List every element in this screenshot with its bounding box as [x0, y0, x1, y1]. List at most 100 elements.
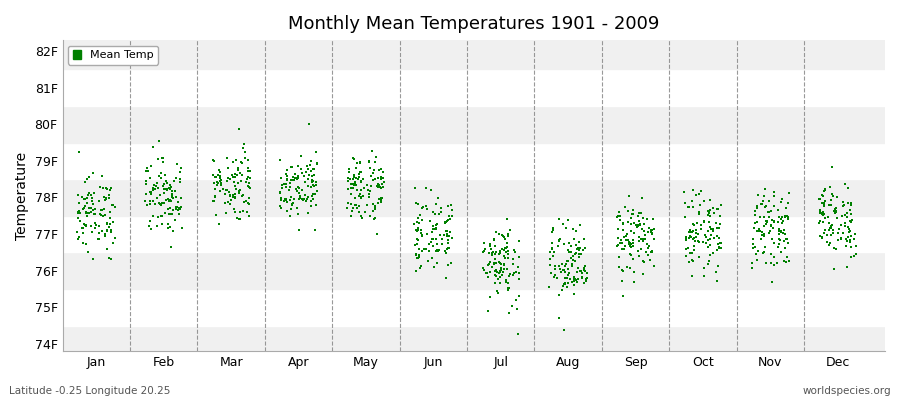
- Point: [765, 217, 779, 224]
- Point: [236, 191, 250, 198]
- Point: [624, 221, 638, 228]
- Point: [227, 174, 241, 180]
- Point: [626, 211, 640, 217]
- Point: [573, 222, 588, 228]
- Point: [489, 272, 503, 279]
- Point: [713, 213, 727, 219]
- Point: [638, 232, 652, 238]
- Point: [569, 250, 583, 256]
- Point: [230, 172, 244, 178]
- Point: [423, 218, 437, 224]
- Point: [760, 219, 775, 225]
- Point: [475, 249, 490, 256]
- Point: [839, 235, 853, 242]
- Point: [644, 227, 659, 234]
- Point: [293, 166, 308, 172]
- Point: [364, 173, 378, 180]
- Point: [157, 190, 171, 196]
- Point: [711, 263, 725, 270]
- Point: [279, 196, 293, 203]
- Point: [825, 222, 840, 228]
- Point: [415, 233, 429, 240]
- Point: [364, 182, 378, 189]
- Point: [838, 212, 852, 219]
- Point: [616, 268, 630, 275]
- Point: [835, 213, 850, 219]
- Point: [418, 246, 433, 252]
- Point: [419, 203, 434, 209]
- Point: [615, 278, 629, 284]
- Point: [274, 197, 288, 203]
- Point: [172, 211, 186, 218]
- Point: [440, 218, 454, 225]
- Point: [414, 263, 428, 270]
- Point: [687, 235, 701, 241]
- Point: [298, 178, 312, 185]
- Point: [689, 226, 704, 233]
- Point: [775, 196, 789, 202]
- Point: [703, 213, 717, 220]
- Point: [750, 219, 764, 226]
- Point: [427, 222, 441, 229]
- Point: [766, 224, 780, 231]
- Point: [831, 236, 845, 243]
- Point: [549, 274, 563, 281]
- Point: [497, 247, 511, 253]
- Point: [611, 212, 625, 219]
- Point: [353, 168, 367, 175]
- Point: [410, 241, 424, 247]
- Point: [545, 253, 560, 259]
- Point: [140, 202, 154, 209]
- Point: [231, 190, 246, 196]
- Point: [488, 272, 502, 278]
- Point: [780, 214, 795, 220]
- Point: [612, 209, 626, 215]
- Point: [612, 239, 626, 246]
- Bar: [62, 33, 885, 69]
- Point: [710, 241, 724, 248]
- Point: [302, 176, 316, 182]
- Point: [408, 221, 422, 228]
- Point: [346, 180, 360, 187]
- Point: [361, 187, 375, 194]
- Point: [413, 265, 428, 271]
- Point: [103, 221, 117, 227]
- Point: [341, 186, 356, 192]
- Point: [827, 208, 842, 214]
- Point: [240, 200, 255, 206]
- Point: [504, 302, 518, 309]
- Point: [370, 231, 384, 237]
- Point: [220, 165, 235, 171]
- Point: [698, 234, 713, 240]
- Point: [152, 138, 166, 144]
- Point: [621, 219, 635, 226]
- Point: [488, 268, 502, 274]
- Point: [222, 192, 237, 198]
- Point: [233, 187, 248, 194]
- Point: [644, 249, 659, 255]
- Point: [490, 269, 504, 275]
- Point: [242, 185, 256, 191]
- Point: [233, 216, 248, 222]
- Point: [752, 247, 766, 254]
- Point: [545, 227, 560, 234]
- Point: [294, 153, 309, 159]
- Point: [419, 231, 434, 237]
- Point: [280, 177, 294, 184]
- Point: [146, 186, 160, 193]
- Point: [76, 240, 90, 246]
- Point: [85, 198, 99, 204]
- Point: [680, 237, 694, 244]
- Point: [287, 196, 302, 202]
- Point: [561, 216, 575, 223]
- Point: [610, 214, 625, 220]
- Point: [753, 228, 768, 234]
- Point: [211, 172, 225, 178]
- Point: [704, 226, 718, 232]
- Point: [484, 264, 499, 270]
- Point: [104, 227, 118, 234]
- Point: [757, 233, 771, 239]
- Point: [683, 234, 698, 240]
- Point: [776, 230, 790, 237]
- Point: [619, 233, 634, 239]
